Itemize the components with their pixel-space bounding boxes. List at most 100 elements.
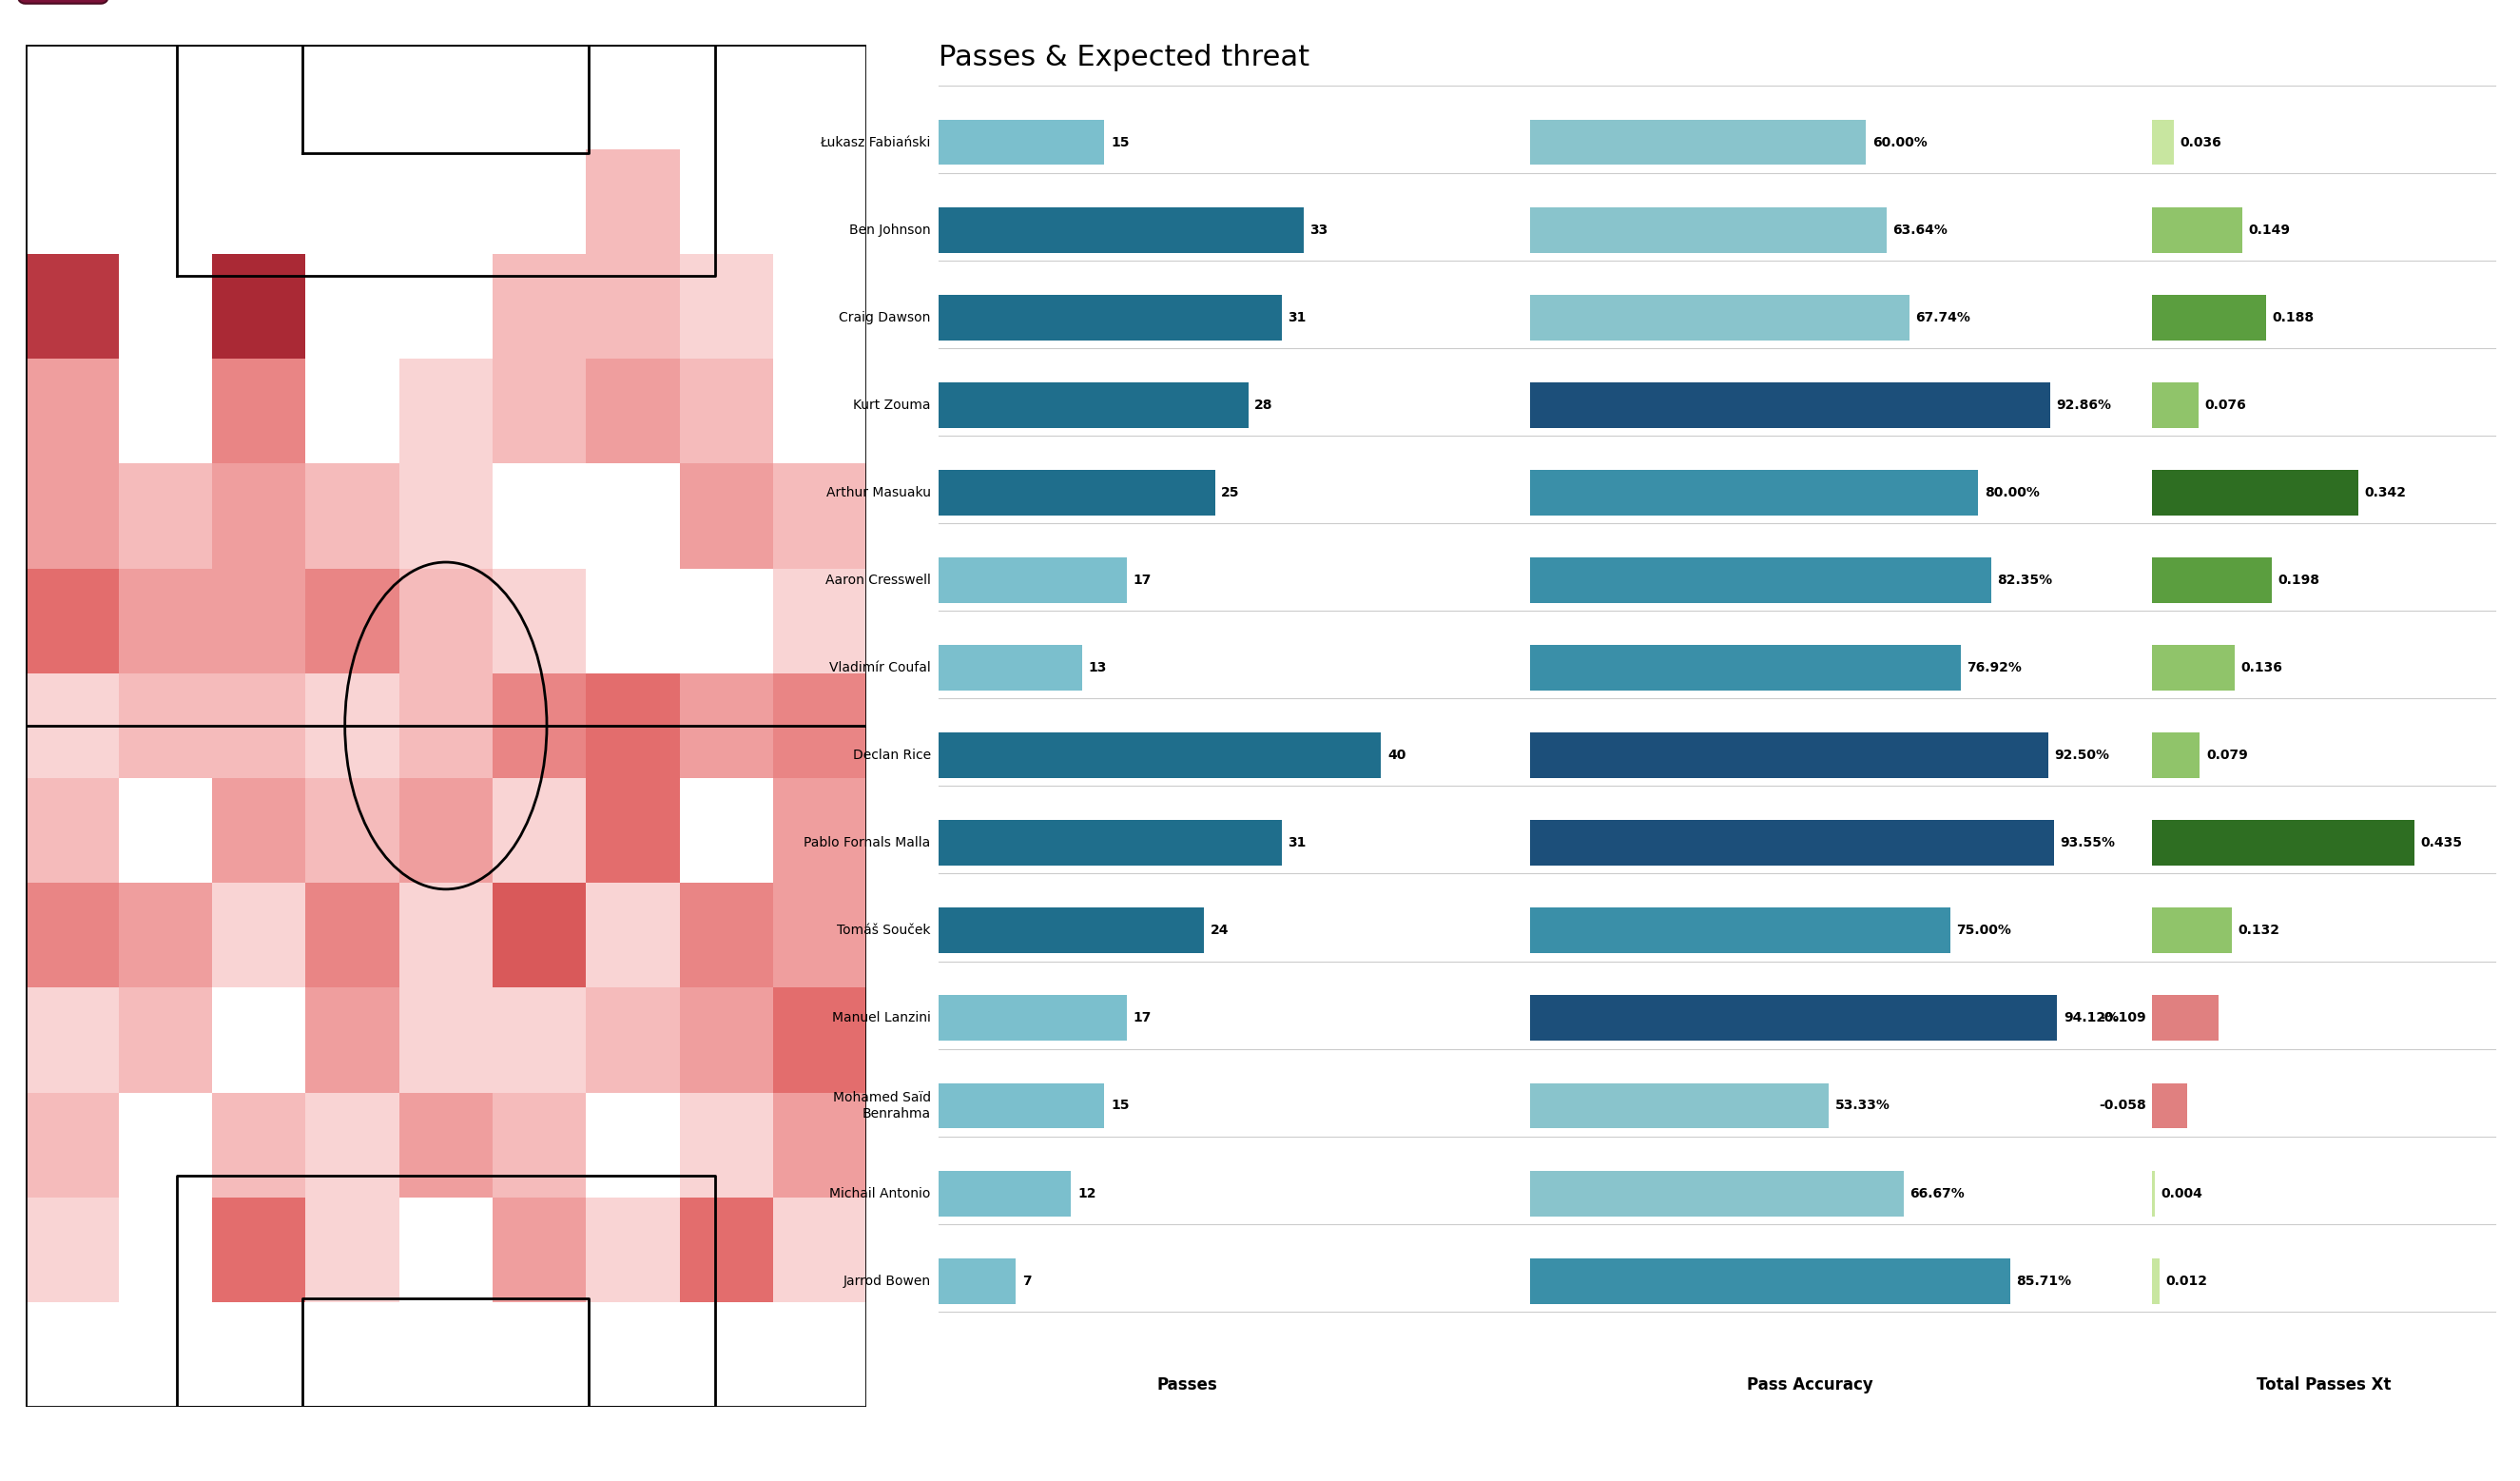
Bar bbox=[212, 569, 305, 674]
Bar bbox=[2152, 733, 2200, 778]
Text: 31: 31 bbox=[1288, 837, 1305, 850]
Bar bbox=[118, 464, 212, 569]
Bar bbox=[491, 358, 587, 464]
Bar bbox=[118, 569, 212, 674]
Bar bbox=[680, 674, 774, 778]
Bar bbox=[587, 778, 680, 883]
Bar bbox=[25, 1197, 118, 1302]
Bar bbox=[398, 569, 491, 674]
Bar bbox=[1530, 1259, 2011, 1303]
Bar bbox=[937, 908, 1205, 954]
Bar bbox=[587, 674, 680, 778]
Bar bbox=[587, 988, 680, 1093]
Bar bbox=[212, 883, 305, 988]
Bar bbox=[305, 1197, 398, 1302]
Bar bbox=[2152, 1259, 2160, 1303]
Bar bbox=[774, 1197, 867, 1302]
Text: 0.198: 0.198 bbox=[2278, 573, 2321, 586]
Text: 17: 17 bbox=[1134, 1012, 1152, 1025]
Bar bbox=[212, 464, 305, 569]
Bar bbox=[1530, 820, 2054, 866]
Text: Passes: Passes bbox=[1157, 1376, 1217, 1394]
Bar bbox=[491, 778, 587, 883]
Text: Ben Johnson: Ben Johnson bbox=[849, 224, 930, 237]
Text: 0.012: 0.012 bbox=[2165, 1274, 2208, 1287]
Text: 92.50%: 92.50% bbox=[2054, 749, 2109, 763]
Text: 0.136: 0.136 bbox=[2240, 661, 2283, 674]
Bar bbox=[774, 778, 867, 883]
Bar bbox=[212, 674, 305, 778]
Text: 0.004: 0.004 bbox=[2162, 1186, 2202, 1200]
Bar bbox=[305, 883, 398, 988]
Bar bbox=[25, 1093, 118, 1197]
Bar bbox=[680, 358, 774, 464]
Text: Manuel Lanzini: Manuel Lanzini bbox=[832, 1012, 930, 1025]
Bar bbox=[1530, 995, 2056, 1041]
Text: 0.188: 0.188 bbox=[2273, 311, 2313, 324]
Text: 28: 28 bbox=[1255, 398, 1273, 412]
Text: 75.00%: 75.00% bbox=[1956, 924, 2011, 937]
Bar bbox=[212, 358, 305, 464]
Bar bbox=[774, 883, 867, 988]
Bar bbox=[212, 1197, 305, 1302]
Bar bbox=[937, 295, 1283, 341]
FancyBboxPatch shape bbox=[18, 0, 108, 3]
Bar bbox=[2152, 820, 2414, 866]
Text: 66.67%: 66.67% bbox=[1910, 1186, 1966, 1200]
Bar bbox=[774, 988, 867, 1093]
Text: 53.33%: 53.33% bbox=[1835, 1099, 1890, 1112]
Bar bbox=[2152, 557, 2271, 603]
Bar bbox=[937, 995, 1126, 1041]
Bar bbox=[398, 464, 491, 569]
Text: 25: 25 bbox=[1222, 486, 1240, 499]
Bar bbox=[937, 1083, 1104, 1129]
Text: 0.132: 0.132 bbox=[2238, 924, 2281, 937]
Text: 31: 31 bbox=[1288, 311, 1305, 324]
Bar bbox=[25, 778, 118, 883]
Text: 17: 17 bbox=[1134, 573, 1152, 586]
Text: Passes & Expected threat: Passes & Expected threat bbox=[937, 44, 1310, 71]
Bar bbox=[398, 674, 491, 778]
Text: 15: 15 bbox=[1111, 136, 1129, 150]
Text: Mohamed Saïd
Benrahma: Mohamed Saïd Benrahma bbox=[832, 1091, 930, 1120]
Bar bbox=[937, 382, 1247, 428]
Bar bbox=[937, 646, 1081, 690]
Bar bbox=[774, 674, 867, 778]
Bar bbox=[587, 883, 680, 988]
Bar bbox=[118, 988, 212, 1093]
Bar bbox=[305, 988, 398, 1093]
Text: 40: 40 bbox=[1389, 749, 1406, 763]
Text: Jarrod Bowen: Jarrod Bowen bbox=[844, 1274, 930, 1287]
Bar bbox=[491, 255, 587, 358]
Bar bbox=[305, 569, 398, 674]
Bar bbox=[1530, 120, 1865, 164]
Text: 0.435: 0.435 bbox=[2422, 837, 2462, 850]
Bar bbox=[25, 883, 118, 988]
Bar bbox=[2152, 646, 2235, 690]
Bar bbox=[2152, 908, 2233, 954]
Text: 76.92%: 76.92% bbox=[1968, 661, 2021, 674]
Bar bbox=[1530, 646, 1961, 690]
Bar bbox=[1530, 557, 1991, 603]
Text: Michail Antonio: Michail Antonio bbox=[829, 1186, 930, 1200]
Bar bbox=[1530, 733, 2049, 778]
Bar bbox=[937, 120, 1104, 164]
Bar bbox=[212, 255, 305, 358]
Bar bbox=[680, 988, 774, 1093]
Bar bbox=[1530, 469, 1978, 515]
Bar bbox=[587, 150, 680, 255]
Text: 33: 33 bbox=[1310, 224, 1328, 237]
Bar bbox=[212, 778, 305, 883]
Bar bbox=[491, 674, 587, 778]
Text: 15: 15 bbox=[1111, 1099, 1129, 1112]
Bar bbox=[398, 988, 491, 1093]
Text: Tomáš Souček: Tomáš Souček bbox=[837, 924, 930, 937]
Text: 93.55%: 93.55% bbox=[2061, 837, 2114, 850]
Bar bbox=[25, 988, 118, 1093]
Text: Aaron Cresswell: Aaron Cresswell bbox=[824, 573, 930, 586]
Text: Pass Accuracy: Pass Accuracy bbox=[1746, 1376, 1872, 1394]
Bar bbox=[937, 469, 1215, 515]
Bar bbox=[1530, 1170, 1903, 1216]
Text: 7: 7 bbox=[1023, 1274, 1031, 1287]
Bar bbox=[2152, 120, 2175, 164]
